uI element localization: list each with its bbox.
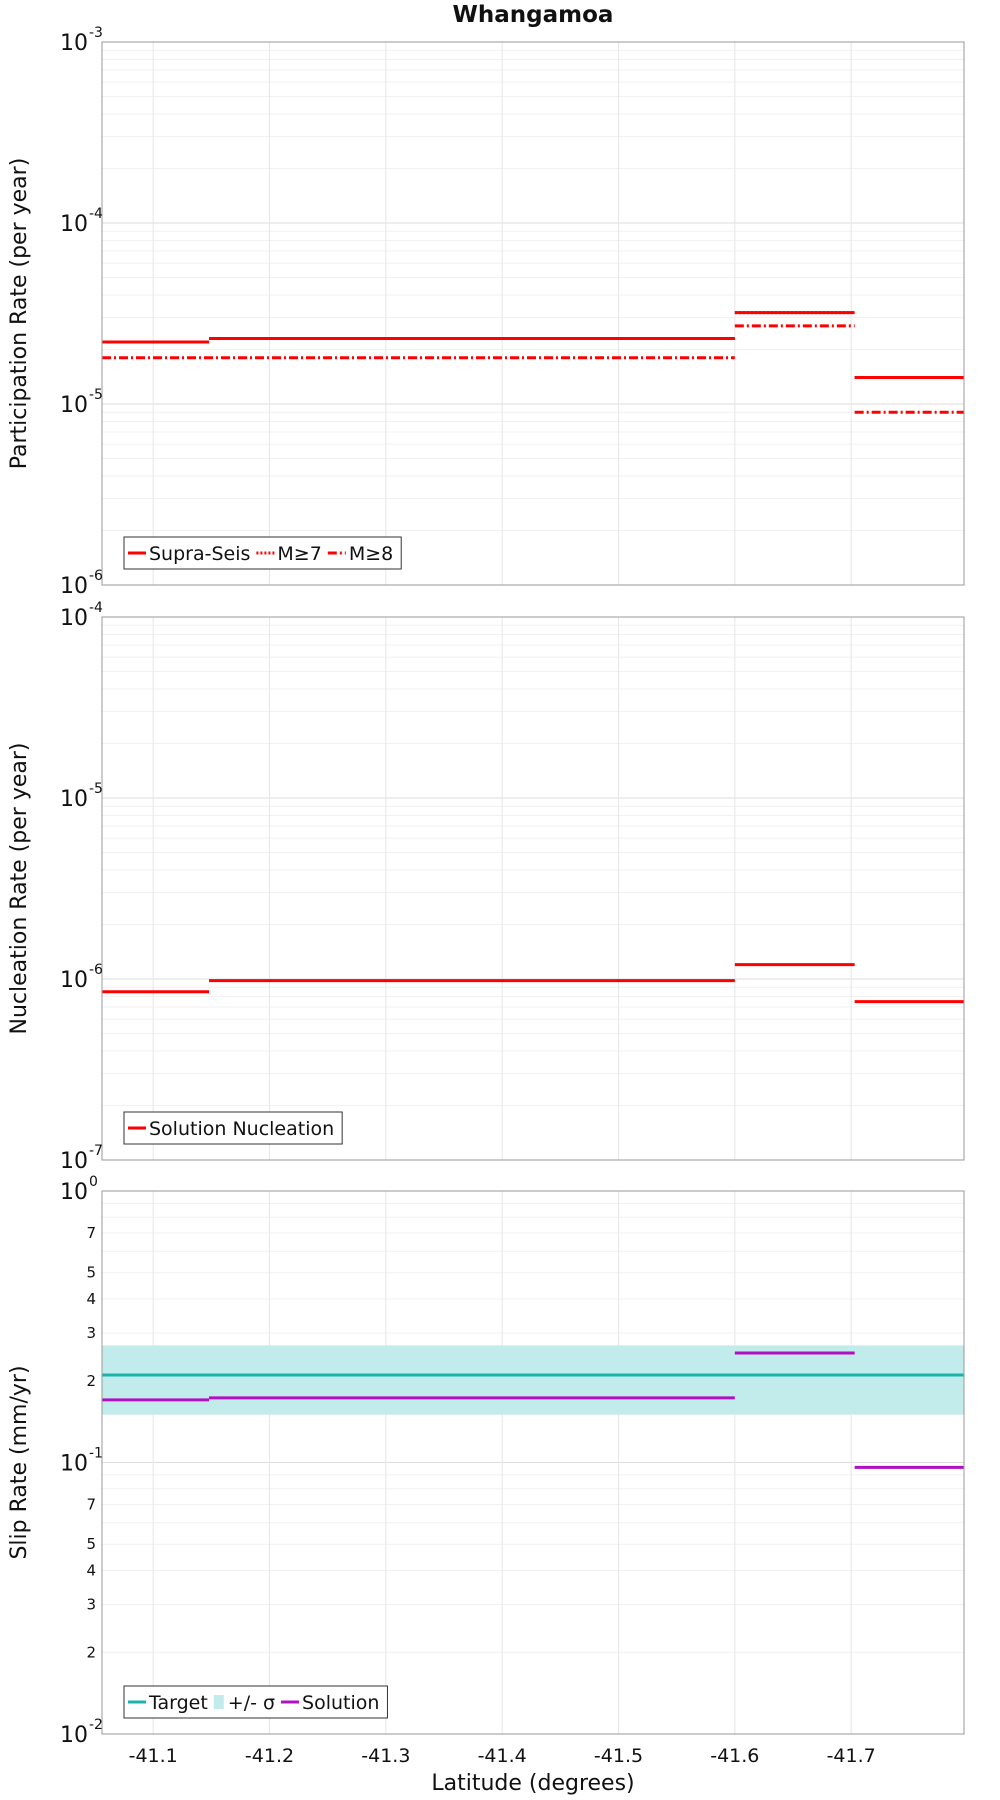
- legend: Supra-Seis M≥7 M≥8: [123, 536, 402, 570]
- y-tick-base: 10: [60, 31, 88, 56]
- legend-swatch: [213, 1695, 224, 1709]
- y-tick-base: 10: [60, 1452, 88, 1477]
- series-m-7: [102, 311, 964, 380]
- slip-rate-panel: Slip Rate (mm/yr)10-210-110 02345723457Ta…: [7, 1174, 965, 1748]
- y-tick-label: 10 -3: [60, 25, 103, 56]
- y-tick-exponent: -1: [89, 1446, 103, 1462]
- y-minor-tick-label: 4: [86, 1562, 96, 1580]
- participation-rate-panel: Participation Rate (per year)10 -610 -510-…: [7, 25, 965, 599]
- sigma-band: [102, 1345, 964, 1415]
- y-tick-label: 10 -6: [60, 962, 103, 993]
- x-axis: -41.1 -41.2 -41.3 -41.4 -41.5 -41.6 -41.7: [129, 1745, 876, 1767]
- y-tick-base: 10: [60, 1149, 88, 1174]
- y-tick-exponent: -3: [89, 25, 103, 41]
- y-tick-base: 10: [60, 212, 88, 237]
- x-tick-label: -41.4: [478, 1745, 527, 1767]
- x-tick-label: -41.2: [245, 1745, 294, 1767]
- nucleation-rate-panel: Nucleation Rate (per year)10-710-610-510…: [7, 600, 965, 1174]
- legend-label: Supra-Seis: [149, 543, 250, 565]
- y-tick-label: 10 -6: [60, 568, 103, 599]
- legend-box: [123, 536, 402, 570]
- y-tick-label: 10 0: [60, 1174, 98, 1205]
- legend: Solution Nucleation: [123, 1111, 343, 1145]
- legend-label: Solution Nucleation: [149, 1118, 334, 1140]
- legend-item: M≥7: [256, 543, 322, 565]
- legend-item: Solution Nucleation: [128, 1118, 334, 1140]
- series-m-8: [102, 324, 964, 414]
- y-axis-label: Nucleation Rate (per year): [7, 743, 32, 1035]
- legend-item: +/- σ: [213, 1692, 275, 1714]
- y-tick-base: 10: [60, 968, 88, 993]
- y-minor-tick-label: 5: [86, 1264, 96, 1282]
- y-minor-tick-label: 2: [86, 1372, 96, 1390]
- y-tick-exponent: -4: [89, 206, 103, 222]
- y-minor-tick-label: 4: [86, 1290, 96, 1308]
- y-axis-label: Participation Rate (per year): [7, 158, 32, 470]
- y-minor-tick-label: 3: [86, 1324, 96, 1342]
- legend-item: M≥8: [327, 543, 393, 565]
- legend-box: [123, 1685, 388, 1719]
- y-tick-exponent: 0: [89, 1174, 98, 1190]
- legend-item: Target: [128, 1692, 208, 1714]
- y-tick-label: 10 -4: [60, 600, 103, 631]
- y-minor-tick-label: 2: [86, 1643, 96, 1661]
- plot-frame: [101, 616, 965, 1161]
- y-axis-label: Slip Rate (mm/yr): [7, 1365, 32, 1559]
- plot-frame: [101, 1190, 965, 1735]
- x-tick-label: -41.6: [710, 1745, 759, 1767]
- series-solution-nucleation: [102, 963, 964, 1004]
- y-tick-exponent: -5: [89, 781, 103, 797]
- legend-label: M≥7: [277, 543, 321, 565]
- legend-label: +/- σ: [228, 1692, 275, 1714]
- y-tick-label: 10 -7: [60, 1143, 103, 1174]
- y-tick-base: 10: [60, 1723, 88, 1748]
- y-minor-tick-label: 5: [86, 1535, 96, 1553]
- y-tick-exponent: -7: [89, 1143, 103, 1159]
- x-tick-label: -41.1: [129, 1745, 178, 1767]
- y-tick-exponent: -4: [89, 600, 103, 616]
- chart-title: Whangamoa: [453, 2, 614, 28]
- legend-label: Solution: [302, 1692, 379, 1714]
- y-tick-label: 10 -2: [60, 1717, 103, 1748]
- plot-area: [102, 617, 964, 1160]
- y-tick-exponent: -6: [89, 568, 103, 584]
- y-minor-tick-label: 3: [86, 1595, 96, 1613]
- legend-item: Solution: [281, 1692, 379, 1714]
- series-solution: [102, 1351, 964, 1469]
- y-tick-exponent: -6: [89, 962, 103, 978]
- y-tick-label: 10 -4: [60, 206, 103, 237]
- y-minor-tick-label: 7: [86, 1496, 96, 1514]
- x-tick-label: -41.5: [594, 1745, 643, 1767]
- x-tick-label: -41.7: [827, 1745, 876, 1767]
- y-tick-base: 10: [60, 787, 88, 812]
- y-tick-label: 10 -1: [60, 1446, 103, 1477]
- y-tick-label: 10 -5: [60, 387, 103, 418]
- y-tick-base: 10: [60, 574, 88, 599]
- legend-label: Target: [148, 1692, 208, 1714]
- legend-box: [123, 1111, 343, 1145]
- y-tick-base: 10: [60, 606, 88, 631]
- y-tick-label: 10 -5: [60, 781, 103, 812]
- y-tick-base: 10: [60, 1180, 88, 1205]
- y-tick-exponent: -2: [89, 1717, 103, 1733]
- legend: Target +/- σ Solution: [123, 1685, 388, 1719]
- y-minor-tick-label: 7: [86, 1224, 96, 1242]
- legend-label: M≥8: [349, 543, 393, 565]
- y-tick-base: 10: [60, 393, 88, 418]
- legend-item: Supra-Seis: [128, 543, 250, 565]
- y-tick-exponent: -5: [89, 387, 103, 403]
- plot-frame: [101, 41, 965, 586]
- x-axis-label: Latitude (degrees): [431, 1771, 634, 1796]
- x-tick-label: -41.3: [361, 1745, 410, 1767]
